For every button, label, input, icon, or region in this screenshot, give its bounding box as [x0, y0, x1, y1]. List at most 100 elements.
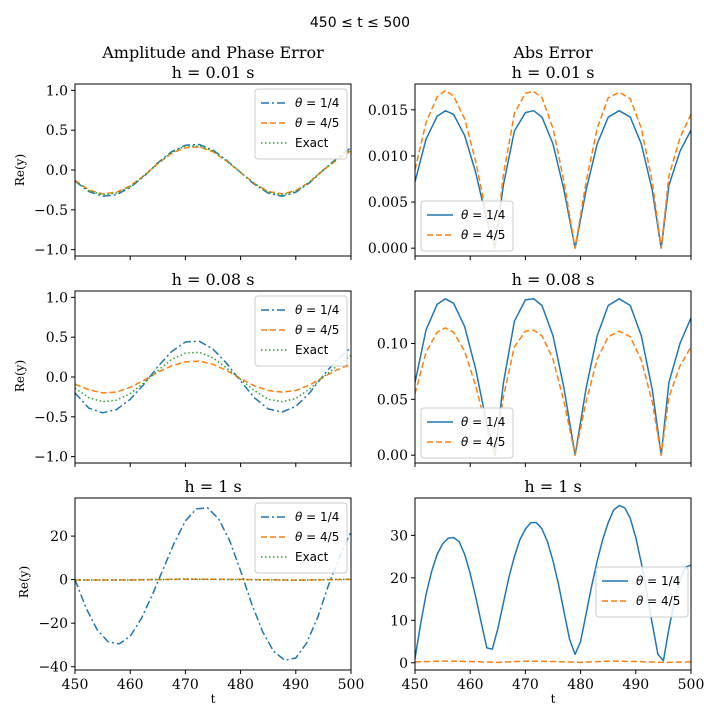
series-line-1	[415, 109, 691, 249]
y-axis-label: Re(y)	[13, 360, 27, 392]
panel-title: h = 1 s	[524, 477, 581, 496]
legend: θ = 1/4 θ = 4/5 Exact	[254, 502, 348, 574]
y-tick-label: −1.0	[34, 243, 68, 259]
legend-frame	[254, 502, 348, 574]
figure-suptitle: 450 ≤ t ≤ 500	[310, 15, 410, 31]
y-tick-label: 0.10	[377, 336, 408, 352]
y-tick-label: 20	[50, 529, 68, 545]
series-line-1	[75, 340, 351, 414]
y-tick-label: −40	[38, 660, 68, 676]
y-tick-label: −0.5	[34, 203, 68, 219]
y-tick-label: 0.5	[46, 123, 68, 139]
panel-err-h008: h = 0.08 s 0.00 0.05 0.10 θ = 1/4 θ = 4/5	[377, 270, 692, 467]
axes-frame	[414, 290, 692, 464]
series-line-1	[75, 143, 351, 198]
legend-label: θ = 1/4	[461, 415, 505, 429]
x-tick-label: 480	[567, 677, 594, 693]
panel-amp-h1: h = 1 s Re(y) t −40 −20 0 20 450 460 470 480 490…	[17, 477, 364, 706]
legend-label: Exact	[295, 136, 329, 150]
legend-label: θ = 4/5	[295, 116, 339, 130]
y-tick-label: 20	[390, 571, 408, 587]
axes-frame	[74, 497, 352, 671]
y-axis-label: Re(y)	[17, 566, 31, 598]
series-line-1	[75, 507, 351, 661]
x-tick-label: 470	[512, 677, 539, 693]
x-tick-label: 500	[338, 677, 365, 693]
y-tick-label: 0.015	[368, 103, 408, 119]
y-tick-label: −20	[38, 616, 68, 632]
panel-err-h1: h = 1 s t 0 10 20 30 450 460 470 480 490 500 θ = 1…	[390, 477, 704, 706]
series-line-2	[75, 146, 351, 195]
y-tick-label: 0	[399, 656, 408, 672]
y-tick-label: 1.0	[46, 83, 68, 99]
legend-label: θ = 1/4	[295, 96, 339, 110]
x-tick-label: 490	[622, 677, 649, 693]
panel-title-line2: h = 0.01 s	[172, 63, 255, 82]
legend-label: θ = 4/5	[461, 435, 505, 449]
axes-frame	[414, 497, 692, 671]
series-line-2	[415, 660, 691, 664]
panel-title-line1: Amplitude and Phase Error	[101, 43, 324, 62]
series-line-2	[415, 327, 691, 456]
legend: θ = 1/4 θ = 4/5 Exact	[254, 88, 348, 160]
series-line-2	[415, 89, 691, 249]
y-tick-label: 0.0	[46, 163, 68, 179]
y-tick-label: 30	[390, 528, 408, 544]
x-tick-label: 470	[172, 677, 199, 693]
series-group	[75, 507, 351, 661]
y-tick-label: 0.0	[46, 370, 68, 386]
axes-frame	[414, 83, 692, 257]
y-tick-label: −1.0	[34, 450, 68, 466]
panel-title-line2: h = 0.01 s	[512, 63, 595, 82]
panel-title: h = 0.08 s	[512, 270, 595, 289]
legend: θ = 1/4 θ = 4/5	[420, 407, 514, 459]
x-tick-label: 480	[227, 677, 254, 693]
panel-amp-h008: h = 0.08 s Re(y) −1.0 −0.5 0.0 0.5 1.0 θ = 1/…	[13, 270, 352, 467]
y-tick-label: 0.05	[377, 392, 408, 408]
legend-label: θ = 1/4	[461, 208, 505, 222]
legend-frame	[595, 566, 689, 618]
panel-amp-h001: Amplitude and Phase Error h = 0.01 s Re(…	[13, 43, 352, 260]
series-group	[415, 298, 691, 456]
legend-frame	[420, 407, 514, 459]
legend-label: θ = 1/4	[295, 303, 339, 317]
legend-label: θ = 1/4	[295, 510, 339, 524]
y-tick-label: 10	[390, 613, 408, 629]
legend: θ = 1/4 θ = 4/5	[595, 566, 689, 618]
legend-frame	[254, 88, 348, 160]
y-tick-label: 0.010	[368, 149, 408, 165]
y-tick-label: −0.5	[34, 410, 68, 426]
x-tick-label: 460	[457, 677, 484, 693]
legend-label: θ = 4/5	[295, 323, 339, 337]
legend-label: θ = 4/5	[461, 228, 505, 242]
series-group	[75, 340, 351, 414]
series-line-2	[75, 578, 351, 581]
legend-label: Exact	[295, 343, 329, 357]
panel-title: h = 1 s	[184, 477, 241, 496]
x-axis-label: t	[551, 692, 556, 706]
series-group	[75, 143, 351, 198]
x-tick-label: 450	[62, 677, 89, 693]
y-tick-label: 0	[59, 573, 68, 589]
x-tick-label: 450	[402, 677, 429, 693]
y-axis-label: Re(y)	[13, 154, 27, 186]
legend: θ = 1/4 θ = 4/5	[420, 200, 514, 252]
x-tick-label: 460	[117, 677, 144, 693]
panel-title: h = 0.08 s	[172, 270, 255, 289]
y-tick-label: 0.000	[368, 241, 408, 257]
y-tick-label: 0.005	[368, 195, 408, 211]
legend-label: θ = 1/4	[636, 574, 680, 588]
y-tick-label: 0.00	[377, 448, 408, 464]
x-tick-label: 500	[678, 677, 705, 693]
legend: θ = 1/4 θ = 4/5 Exact	[254, 295, 348, 367]
legend-label: θ = 4/5	[636, 594, 680, 608]
legend-label: Exact	[295, 550, 329, 564]
x-axis-label: t	[211, 692, 216, 706]
legend-frame	[254, 295, 348, 367]
y-tick-label: 0.5	[46, 330, 68, 346]
series-group	[415, 89, 691, 249]
legend-label: θ = 4/5	[295, 530, 339, 544]
y-tick-label: 1.0	[46, 290, 68, 306]
x-tick-label: 490	[282, 677, 309, 693]
